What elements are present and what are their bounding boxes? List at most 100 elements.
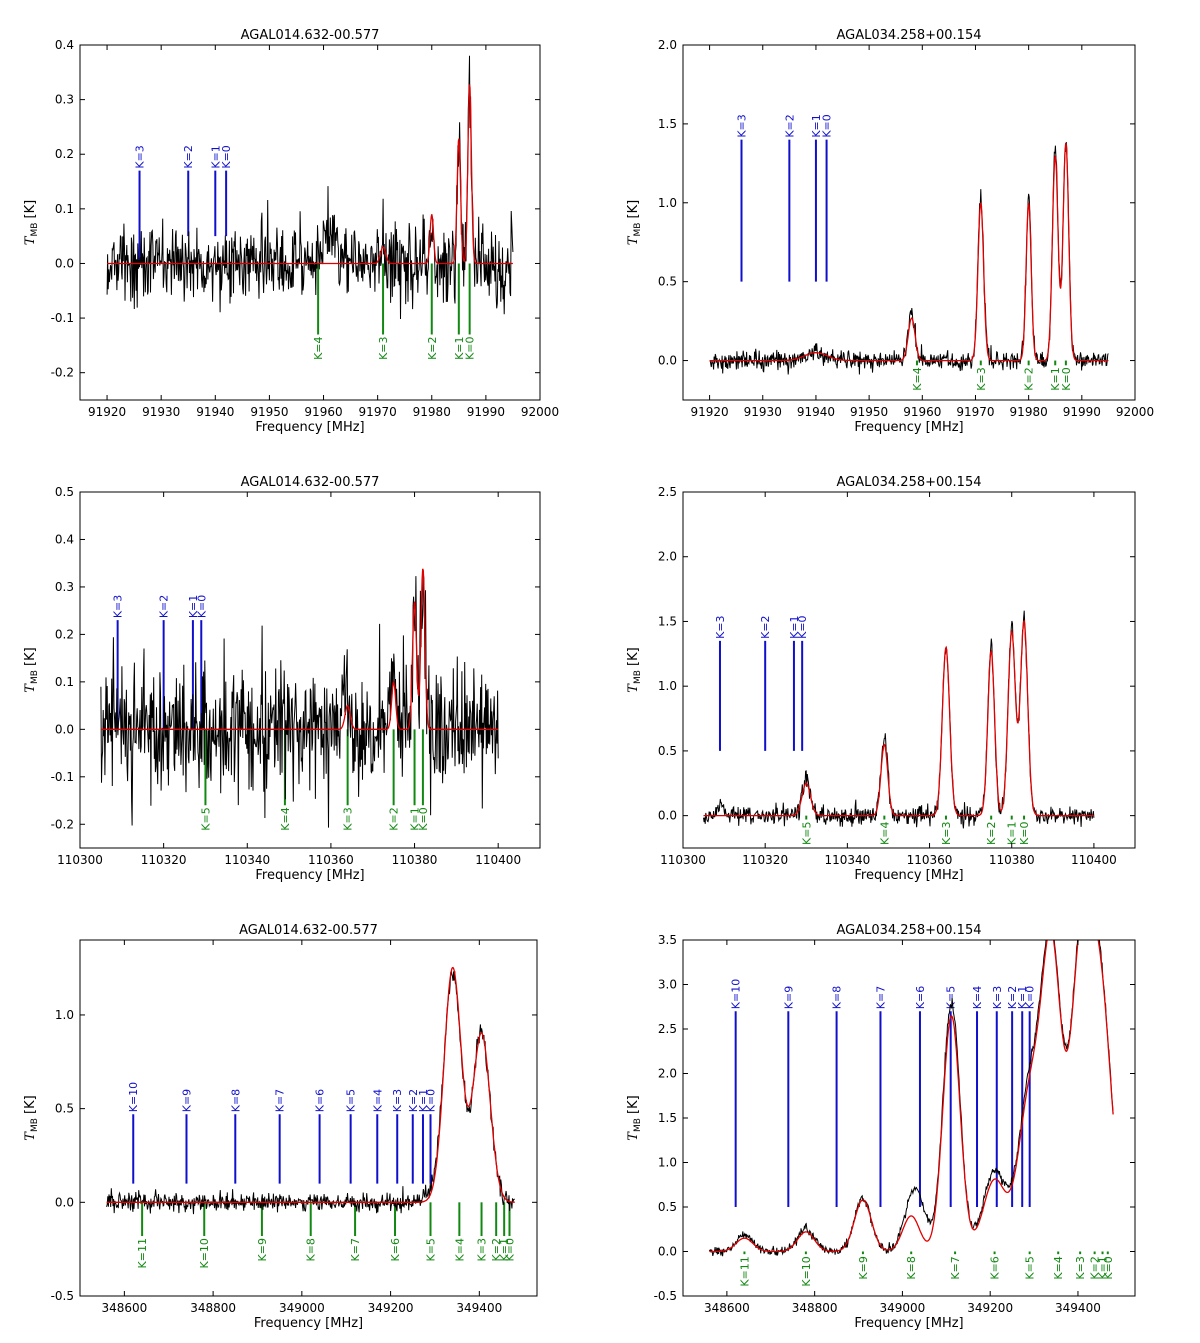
green-marker-K2: K=2 <box>985 815 998 845</box>
x-tick-label: 91940 <box>196 405 234 419</box>
green-marker-K3: K=3 <box>940 815 953 845</box>
green-marker-K2: K=2 <box>490 1202 503 1261</box>
green-marker-K7: K=7 <box>349 1202 362 1261</box>
fit-spectrum <box>709 142 1109 362</box>
green-marker-label: K=3 <box>975 367 988 390</box>
green-marker-K1: K=1 <box>1006 815 1019 845</box>
green-marker-label: K=7 <box>349 1238 362 1261</box>
y-tick-label: 0.4 <box>55 532 74 546</box>
x-tick-label: 348800 <box>190 1301 236 1315</box>
blue-marker-K0: K=0 <box>425 1089 438 1184</box>
axes-frame <box>79 939 538 1297</box>
x-tick-label: 91970 <box>956 405 994 419</box>
blue-marker-K7: K=7 <box>874 986 887 1207</box>
blue-marker-label: K=3 <box>735 114 748 137</box>
x-tick-label: 92000 <box>521 405 559 419</box>
y-axis-label: TMB [K] <box>23 200 40 245</box>
green-marker-K1: K=1 <box>409 729 422 831</box>
y-tick-label: 2.0 <box>658 1067 677 1081</box>
blue-marker-K3: K=3 <box>134 145 147 264</box>
y-tick-label: 0.0 <box>658 354 677 368</box>
y-tick-label: 0.0 <box>658 809 677 823</box>
blue-marker-K6: K=6 <box>914 986 927 1207</box>
blue-marker-label: K=1 <box>788 615 801 638</box>
x-tick-label: 91920 <box>690 405 728 419</box>
green-marker-label: K=3 <box>342 807 355 830</box>
x-tick-label: 110300 <box>57 853 103 867</box>
green-marker-label: K=1 <box>1006 822 1019 845</box>
green-marker-label: K=10 <box>198 1238 211 1268</box>
y-tick-label: 0.1 <box>55 675 74 689</box>
axes-frame <box>682 491 1136 849</box>
x-tick-label: 91930 <box>142 405 180 419</box>
green-marker-label: K=3 <box>377 336 390 359</box>
blue-marker-label: K=0 <box>195 595 208 618</box>
panel-title: AGAL014.632-00.577 <box>241 475 380 490</box>
green-marker-K0: K=0 <box>1102 1251 1115 1280</box>
y-tick-label: 0.5 <box>658 1200 677 1214</box>
green-marker-label: K=5 <box>1024 1256 1037 1279</box>
blue-marker-K10: K=10 <box>730 979 743 1207</box>
green-marker-label: K=0 <box>1060 367 1073 390</box>
green-marker-K4: K=4 <box>878 815 891 845</box>
blue-marker-label: K=10 <box>127 1082 140 1112</box>
x-tick-label: 91990 <box>1063 405 1101 419</box>
green-marker-label: K=2 <box>1089 1256 1102 1279</box>
y-tick-label: -0.2 <box>51 817 74 831</box>
green-marker-label: K=7 <box>949 1256 962 1279</box>
green-marker-label: K=3 <box>940 822 953 845</box>
y-axis-label: TMB [K] <box>626 200 643 245</box>
blue-marker-label: K=1 <box>209 145 222 168</box>
y-tick-label: 2.0 <box>658 550 677 564</box>
green-marker-K1: K=1 <box>453 263 466 360</box>
x-axis-label: Frequency [MHz] <box>854 1316 963 1331</box>
green-marker-label: K=8 <box>305 1238 318 1261</box>
green-marker-label: K=4 <box>1052 1256 1065 1279</box>
blue-marker-K0: K=0 <box>821 114 834 282</box>
x-axis-label: Frequency [MHz] <box>254 1316 363 1331</box>
y-tick-label: 0.0 <box>55 722 74 736</box>
green-marker-K4: K=4 <box>911 360 924 391</box>
panel-title: AGAL034.258+00.154 <box>836 923 981 938</box>
green-marker-label: K=11 <box>738 1256 751 1286</box>
x-tick-label: 110360 <box>308 853 354 867</box>
green-marker-K6: K=6 <box>989 1251 1002 1280</box>
green-marker-K0: K=0 <box>464 263 477 360</box>
x-tick-label: 91950 <box>850 405 888 419</box>
blue-marker-K5: K=5 <box>345 1089 358 1184</box>
observed-spectrum <box>709 141 1109 375</box>
y-tick-label: -0.1 <box>51 311 74 325</box>
observed-spectrum <box>106 970 515 1215</box>
x-axis-label: Frequency [MHz] <box>255 868 364 883</box>
green-marker-K3: K=3 <box>342 729 355 831</box>
blue-marker-K0: K=0 <box>195 595 208 730</box>
blue-marker-label: K=7 <box>274 1089 287 1112</box>
y-axis-label: TMB [K] <box>23 1095 40 1140</box>
green-marker-label: K=1 <box>1097 1256 1110 1279</box>
x-tick-label: 91940 <box>797 405 835 419</box>
y-tick-label: 0.2 <box>55 147 74 161</box>
blue-marker-K8: K=8 <box>229 1089 242 1184</box>
green-marker-label: K=4 <box>453 1238 466 1261</box>
y-tick-label: 0.5 <box>55 485 74 499</box>
x-tick-label: 110380 <box>989 853 1035 867</box>
blue-marker-label: K=7 <box>874 986 887 1009</box>
green-marker-K11: K=11 <box>738 1251 751 1287</box>
green-marker-K5: K=5 <box>1024 1251 1037 1280</box>
x-tick-label: 349000 <box>880 1301 926 1315</box>
blue-marker-label: K=9 <box>180 1089 193 1112</box>
blue-marker-K2: K=2 <box>407 1089 420 1184</box>
y-tick-label: -0.5 <box>654 1289 677 1303</box>
green-marker-K10: K=10 <box>800 1251 813 1287</box>
green-marker-K4: K=4 <box>453 1202 466 1261</box>
blue-marker-label: K=2 <box>759 615 772 638</box>
x-tick-label: 348600 <box>101 1301 147 1315</box>
observed-spectrum <box>703 610 1095 829</box>
green-marker-K3: K=3 <box>975 360 988 391</box>
y-tick-label: 1.0 <box>658 679 677 693</box>
green-marker-label: K=2 <box>426 336 439 359</box>
blue-marker-K1: K=1 <box>788 615 801 751</box>
green-marker-K2: K=2 <box>426 263 439 360</box>
panel-title: AGAL034.258+00.154 <box>836 28 981 43</box>
x-tick-label: 91960 <box>903 405 941 419</box>
